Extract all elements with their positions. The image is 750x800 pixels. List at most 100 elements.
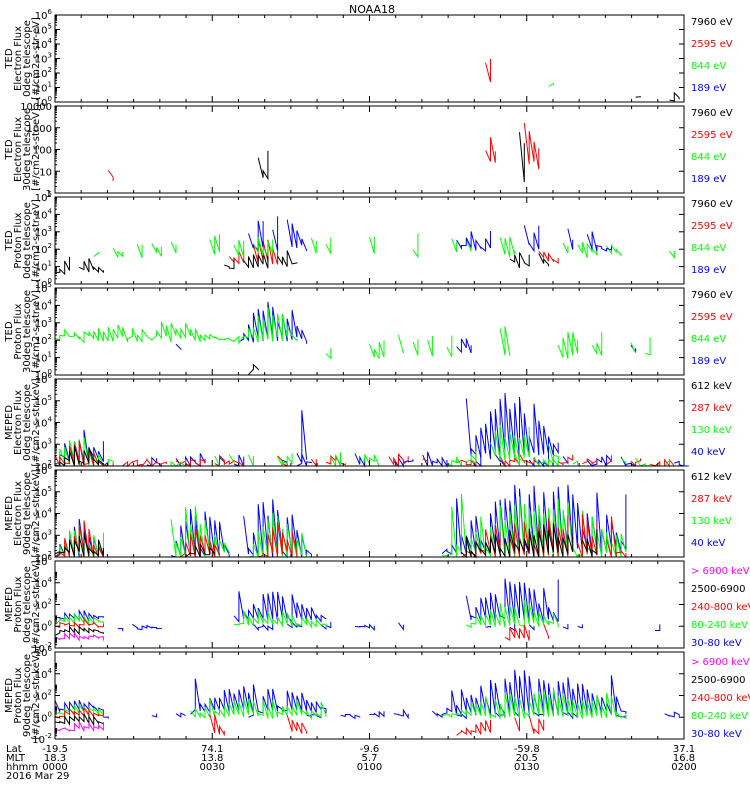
legend-entry-black: 2500-6900 — [691, 584, 746, 595]
series-red-2 — [54, 617, 104, 629]
y-tick-label: 10000 — [20, 102, 52, 113]
legend-entry-black: 7960 eV — [691, 17, 733, 28]
series-blue-6 — [456, 225, 612, 253]
footer-lat-value: 74.1 — [201, 744, 223, 755]
y-tick-label: 106 — [35, 8, 53, 22]
y-axis-label-line: MEPED — [4, 496, 15, 531]
y-axis-label: MEPEDElectron Flux90deg telescope[#/cm2-… — [4, 469, 42, 557]
y-axis-label-line: [#/cm2-s-str-eV] — [31, 17, 42, 100]
y-axis-label-line: MEPED — [4, 587, 15, 622]
series-black-3 — [54, 533, 104, 558]
y-tick-label: 104 — [35, 298, 53, 312]
series-blue-6 — [233, 591, 327, 624]
series-red-7 — [538, 250, 559, 264]
plot-frame — [54, 105, 685, 194]
legend-entry-blue: 189 eV — [691, 83, 726, 94]
series-red-2 — [54, 706, 104, 719]
footer-lat-value: -19.5 — [42, 744, 68, 755]
footer-mlt-value: 18.3 — [44, 753, 66, 764]
legend-entry-green: 844 eV — [691, 61, 726, 72]
legend-entry-red: 287 keV — [691, 403, 732, 414]
y-axis-label-line: Electron Flux — [13, 481, 24, 546]
legend-entry-green: 844 eV — [691, 334, 726, 345]
y-tick-label: 100 — [35, 95, 52, 109]
y-tick-label: 10-2 — [32, 732, 52, 746]
series-black-1 — [55, 256, 104, 276]
y-axis-label-line: MEPED — [4, 405, 15, 440]
legend-entry-red: 2595 eV — [691, 221, 733, 232]
footer-mlt-value: 20.5 — [516, 753, 538, 764]
legend-entry-red: 240-800 keV — [691, 693, 750, 704]
y-tick-label: 103 — [35, 528, 52, 542]
legend-entry-blue: 189 eV — [691, 265, 726, 276]
series-red-10 — [258, 522, 298, 558]
series-black-3 — [54, 625, 104, 636]
y-tick-label: 102 — [35, 689, 52, 703]
series-black-5 — [248, 363, 259, 376]
footer-hhmm-value: 0130 — [514, 762, 539, 773]
y-axis-label-line: Proton Flux — [13, 667, 24, 723]
y-tick-label: 101 — [35, 81, 52, 95]
footer-hhmm-value: 0000 — [42, 762, 67, 773]
y-tick-label: 101 — [35, 260, 52, 274]
legend-entry-blue: 30-80 keV — [691, 729, 742, 740]
y-axis-label-line: [#/cm2-s-str-eV] — [31, 290, 42, 373]
y-tick-label: 102 — [35, 459, 52, 473]
series-green-5 — [170, 506, 230, 558]
y-tick-label: 102 — [35, 242, 52, 256]
series-blue-6 — [190, 678, 327, 715]
y-axis-label: MEPEDProton Flux90deg telescope[#/cm2-s-… — [4, 651, 42, 739]
series-green-5 — [548, 82, 554, 87]
series-magenta-4 — [54, 631, 104, 642]
y-tick-label: 104 — [35, 207, 53, 221]
y-tick-label: 104 — [35, 37, 53, 51]
footer-mlt-value: 5.7 — [362, 753, 378, 764]
footer-row-label: hhmm — [6, 762, 38, 773]
footer-mlt-value: 16.8 — [673, 753, 695, 764]
y-tick-label: 102 — [35, 66, 52, 80]
series-red-9 — [286, 715, 308, 734]
legend-entry-green: 844 eV — [691, 243, 726, 254]
footer-row-label: Lat — [6, 744, 22, 755]
footer-row-label: MLT — [6, 753, 26, 764]
legend-entry-green: 130 keV — [691, 516, 732, 527]
y-tick-label: 103 — [35, 437, 52, 451]
y-tick-label: 106 — [35, 463, 53, 477]
legend-entry-red: 2595 eV — [691, 312, 733, 323]
series-red-12 — [457, 716, 592, 736]
series-blue-0 — [54, 700, 104, 713]
y-tick-label: 100 — [35, 277, 52, 291]
legend-entry-green: 80-240 keV — [691, 620, 748, 631]
series-red-6 — [486, 56, 534, 82]
y-axis-label-line: 90deg telescope — [22, 472, 33, 555]
figure-title: NOAA18 — [349, 3, 395, 16]
legend-entry-black: 7960 eV — [691, 199, 733, 210]
y-axis-label-line: 0deg telescope — [22, 384, 33, 461]
y-axis-label: TEDElectron Flux0deg telescope[#/cm2-s-s… — [4, 17, 42, 100]
footer-mlt-value: 13.8 — [201, 753, 223, 764]
footer-hhmm-value: 0030 — [200, 762, 225, 773]
footer-hhmm-value: 0100 — [357, 762, 382, 773]
y-tick-label: 100 — [35, 710, 52, 724]
y-tick-label: 104 — [35, 667, 53, 681]
y-tick-label: 100 — [35, 368, 52, 382]
y-axis-label-line: Electron Flux — [13, 117, 24, 182]
series-red-0 — [107, 170, 114, 181]
y-axis-label-line: [#/cm2-s-str-eV] — [31, 199, 42, 282]
y-axis-label: MEPEDElectron Flux0deg telescope[#/cm2-s… — [4, 378, 42, 466]
series-magenta-4 — [54, 721, 104, 733]
series-blue-4 — [248, 216, 308, 252]
legend-entry-black: 612 keV — [691, 381, 732, 392]
series-green-9 — [466, 424, 559, 464]
footer-lat-value: 37.1 — [673, 744, 695, 755]
footer-lat-value: -59.8 — [514, 744, 540, 755]
series-green-11 — [442, 687, 627, 720]
series-green-1 — [54, 321, 240, 345]
y-tick-label: 105 — [35, 23, 52, 37]
y-tick-label: 105 — [35, 394, 52, 408]
